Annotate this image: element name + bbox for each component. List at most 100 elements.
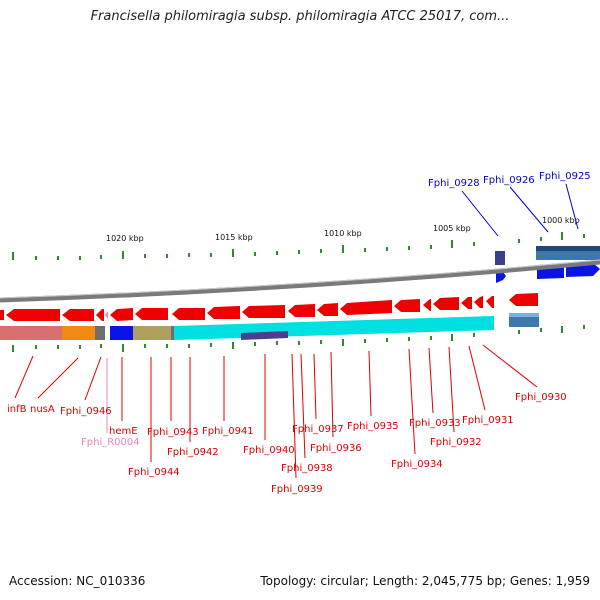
scale-tick xyxy=(451,240,453,248)
gene-label[interactable]: infB xyxy=(7,404,27,415)
scale-labels: 1020 kbp 1015 kbp 1010 kbp 1005 kbp 1000… xyxy=(106,216,580,243)
gene-label[interactable]: Fphi_0933 xyxy=(409,418,461,429)
gene-fphi-0930[interactable] xyxy=(509,293,538,306)
leader-line xyxy=(461,190,499,237)
gene-label-trna[interactable]: Fphi_R0004 xyxy=(81,437,140,448)
feature-segment[interactable] xyxy=(0,326,62,340)
gene-label[interactable]: hemE xyxy=(109,426,138,437)
feature-segment[interactable] xyxy=(241,331,288,340)
scale-tick xyxy=(451,334,453,341)
scale-tick xyxy=(320,249,322,253)
leader-line xyxy=(84,356,102,401)
gene-fphi-0944[interactable] xyxy=(135,308,168,320)
scale-tick xyxy=(254,342,256,346)
gene-heme[interactable] xyxy=(110,308,133,321)
trna-fphi-r0004[interactable] xyxy=(105,311,108,319)
gene-label[interactable]: Fphi_0939 xyxy=(271,484,323,495)
tick-row-upper xyxy=(12,232,585,260)
scale-tick xyxy=(342,245,344,253)
gene-fphi-0934[interactable] xyxy=(394,299,420,312)
scale-tick xyxy=(232,249,234,257)
gene-labels-blue: Fphi_0928 Fphi_0926 Fphi_0925 xyxy=(428,171,591,189)
scale-tick xyxy=(79,256,81,260)
gene-label[interactable]: Fphi_0938 xyxy=(281,463,333,474)
scale-tick xyxy=(276,341,278,345)
scale-label: 1015 kbp xyxy=(215,233,253,242)
gene-label[interactable]: Fphi_0925 xyxy=(539,171,591,182)
gene-infb[interactable] xyxy=(6,309,60,321)
gene-label[interactable]: Fphi_0940 xyxy=(243,445,295,456)
scale-tick xyxy=(35,345,37,349)
tick-row-lower xyxy=(12,325,585,352)
leader-line xyxy=(408,348,416,455)
feature-segment[interactable] xyxy=(95,326,105,340)
gene-fphi-0943[interactable] xyxy=(172,308,205,320)
gene-label[interactable]: Fphi_0943 xyxy=(147,427,199,438)
leader-line xyxy=(368,350,372,417)
gene-label[interactable]: Fphi_0942 xyxy=(167,447,219,458)
scale-tick xyxy=(100,255,102,259)
gene-label[interactable]: Fphi_0926 xyxy=(483,175,535,186)
scale-tick xyxy=(518,330,520,334)
scale-tick xyxy=(518,239,520,243)
gene-arrow[interactable] xyxy=(0,310,4,320)
gene-fphi-0928[interactable] xyxy=(495,251,505,265)
gene-fphi-0946[interactable] xyxy=(96,309,104,321)
gene-label[interactable]: Fphi_0935 xyxy=(347,421,399,432)
scale-tick xyxy=(57,345,59,349)
scale-tick xyxy=(210,343,212,347)
scale-tick xyxy=(540,328,542,332)
gene-fphi-0940[interactable] xyxy=(242,305,285,318)
feature-segment[interactable] xyxy=(110,326,133,340)
gene-fphi-0931a[interactable] xyxy=(461,297,472,309)
scale-tick xyxy=(210,253,212,257)
scale-tick xyxy=(100,344,102,348)
gene-label[interactable]: Fphi_0944 xyxy=(128,467,180,478)
gene-fphi-0938[interactable] xyxy=(288,304,315,317)
gene-label[interactable]: Fphi_0934 xyxy=(391,459,443,470)
scale-tick xyxy=(364,339,366,343)
leader-line xyxy=(37,357,79,399)
gene-fphi-0931[interactable] xyxy=(474,296,483,308)
gene-nusa[interactable] xyxy=(62,309,94,321)
scale-tick xyxy=(386,247,388,251)
gene-label[interactable]: Fphi_0946 xyxy=(60,406,112,417)
scale-tick xyxy=(342,339,344,346)
gene-label[interactable]: Fphi_0937 xyxy=(292,424,344,435)
gene-fphi-0933[interactable] xyxy=(423,299,431,311)
scale-tick xyxy=(583,325,585,329)
leader-line xyxy=(448,346,455,433)
feature-segment[interactable] xyxy=(171,326,174,340)
feature-segment[interactable] xyxy=(133,326,171,340)
scale-tick xyxy=(57,256,59,260)
scale-label: 1005 kbp xyxy=(433,224,471,233)
feature-segment[interactable] xyxy=(62,326,95,340)
accession-text: Accession: NC_010336 xyxy=(9,574,146,588)
gene-label[interactable]: Fphi_0936 xyxy=(310,443,362,454)
scale-tick xyxy=(79,345,81,349)
scale-tick xyxy=(408,246,410,250)
gene-fphi-0932[interactable] xyxy=(433,297,459,310)
gene-label[interactable]: Fphi_0932 xyxy=(430,437,482,448)
gene-fphi-0935[interactable] xyxy=(340,300,392,315)
gene-fphi-0941[interactable] xyxy=(207,306,240,319)
gene-label[interactable]: Fphi_0931 xyxy=(462,415,514,426)
scale-tick xyxy=(122,344,124,352)
feature-cyan-region[interactable] xyxy=(174,316,494,340)
gene-fphi-0937[interactable] xyxy=(317,303,338,316)
gene-label[interactable]: Fphi_0928 xyxy=(428,178,480,189)
scale-tick xyxy=(35,256,37,260)
scale-label: 1020 kbp xyxy=(106,234,144,243)
gene-label[interactable]: Fphi_0930 xyxy=(515,392,567,403)
leader-line xyxy=(509,186,549,233)
map-title: Francisella philomiragia subsp. philomir… xyxy=(90,9,510,24)
gene-fphi-0930b[interactable] xyxy=(486,296,494,308)
scale-tick xyxy=(166,254,168,258)
gene-label[interactable]: Fphi_0941 xyxy=(202,426,254,437)
scale-tick xyxy=(144,254,146,258)
gene-label[interactable]: nusA xyxy=(30,404,55,415)
leader-line xyxy=(14,355,34,399)
scale-tick xyxy=(430,245,432,249)
